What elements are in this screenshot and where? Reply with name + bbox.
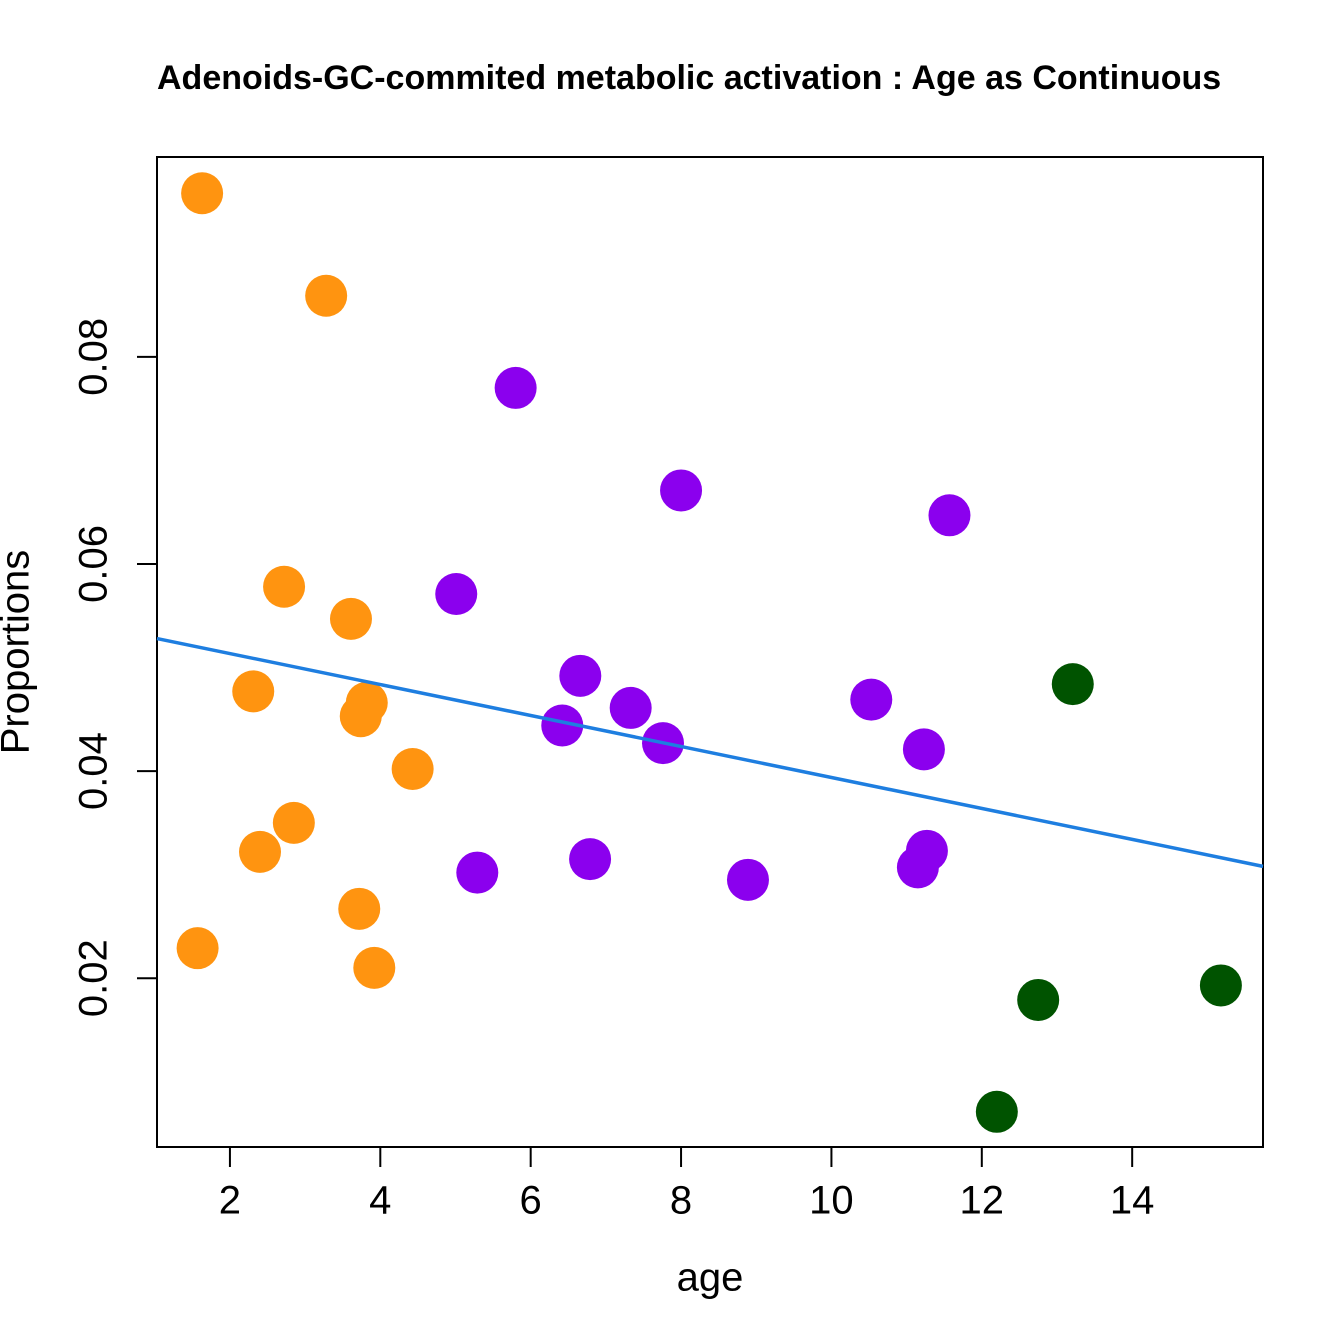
point <box>456 851 499 894</box>
point <box>263 565 306 608</box>
x-tick-label: 4 <box>369 1179 391 1223</box>
point <box>609 686 652 729</box>
chart-title: Adenoids-GC-commited metabolic activatio… <box>157 59 1221 97</box>
fit-line <box>156 636 1264 869</box>
point <box>896 846 939 889</box>
x-tick-label: 12 <box>960 1179 1005 1223</box>
point <box>1051 663 1094 706</box>
point <box>391 748 434 791</box>
y-tick-label: 0.08 <box>72 318 116 396</box>
point <box>339 695 382 738</box>
point <box>1199 964 1242 1007</box>
y-axis-label: Proportions <box>0 550 38 755</box>
x-axis-label: age <box>677 1256 744 1300</box>
point <box>902 728 945 771</box>
y-tick-label: 0.04 <box>72 732 116 810</box>
x-tick-label: 14 <box>1110 1179 1155 1223</box>
y-tick-label: 0.02 <box>72 939 116 1017</box>
point <box>329 597 372 640</box>
x-tick-label: 10 <box>809 1179 854 1223</box>
point <box>181 172 224 215</box>
point <box>541 704 584 747</box>
point <box>850 678 893 721</box>
point <box>494 366 537 409</box>
point <box>1017 978 1060 1021</box>
point <box>975 1090 1018 1133</box>
point <box>435 573 478 616</box>
x-tick-label: 8 <box>670 1179 692 1223</box>
point <box>660 469 703 512</box>
point <box>272 801 315 844</box>
point <box>559 654 602 697</box>
plot-frame <box>156 156 1264 1148</box>
x-tick-label: 2 <box>219 1179 241 1223</box>
point <box>176 927 219 970</box>
point <box>338 887 381 930</box>
point <box>928 494 971 537</box>
point <box>232 670 275 713</box>
y-tick-label: 0.06 <box>72 525 116 603</box>
point <box>239 830 282 873</box>
point <box>353 946 396 989</box>
point <box>726 858 769 901</box>
point <box>569 838 612 881</box>
point <box>305 274 348 317</box>
x-tick-label: 6 <box>520 1179 542 1223</box>
